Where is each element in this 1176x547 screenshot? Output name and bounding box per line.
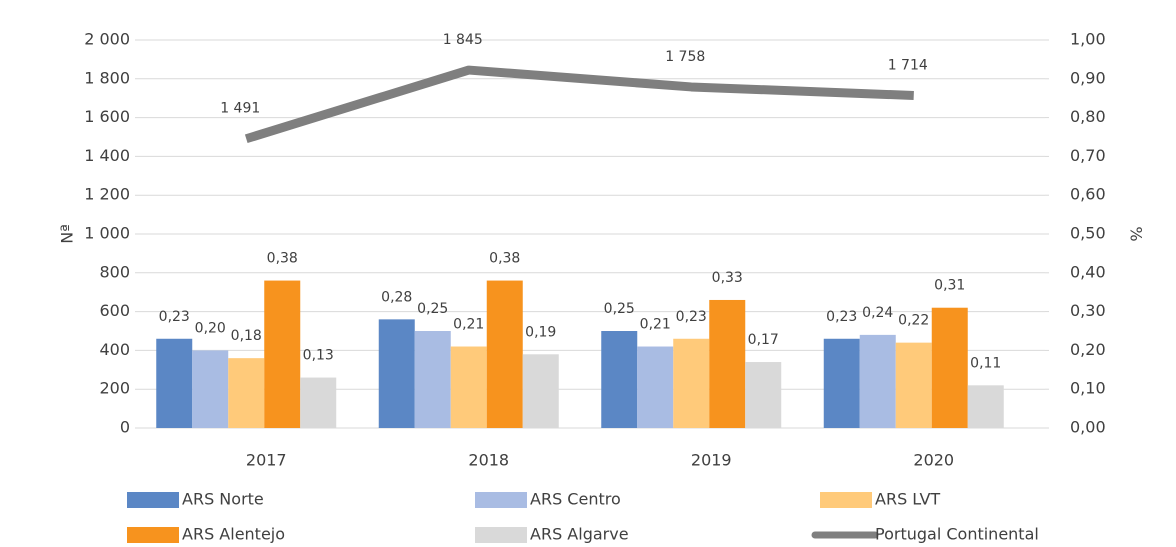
bar — [522, 354, 559, 428]
x-tick-label: 2020 — [913, 451, 954, 470]
legend-label: ARS Algarve — [530, 525, 629, 544]
y-tick-label: 1 400 — [84, 146, 130, 165]
legend-label: ARS LVT — [875, 490, 940, 509]
y2-tick-label: 0,60 — [1070, 185, 1106, 204]
y-tick-label: 600 — [99, 301, 130, 320]
bar — [823, 338, 860, 428]
bar-value-label: 0,18 — [231, 328, 262, 344]
bar — [745, 362, 782, 428]
bar-value-label: 0,23 — [159, 309, 190, 325]
line-value-label: 1 491 — [220, 101, 260, 117]
bar-value-label: 0,23 — [826, 309, 857, 325]
x-tick-label: 2017 — [246, 451, 287, 470]
y-tick-label: 1 800 — [84, 68, 130, 87]
y-tick-label: 400 — [99, 340, 130, 359]
y-tick-label: 800 — [99, 262, 130, 281]
bar-value-label: 0,38 — [489, 251, 520, 267]
bar-value-label: 0,25 — [604, 301, 635, 317]
y-tick-label: 200 — [99, 379, 130, 398]
y2-tick-label: 0,90 — [1070, 68, 1106, 87]
bar-value-label: 0,24 — [862, 305, 893, 321]
bar — [637, 346, 674, 428]
bar-value-label: 0,28 — [381, 289, 412, 305]
legend-swatch — [475, 527, 527, 543]
bar-value-label: 0,31 — [934, 278, 965, 294]
line-value-label: 1 714 — [888, 57, 928, 73]
y2-tick-label: 0,50 — [1070, 224, 1106, 243]
legend-swatch — [127, 527, 179, 543]
bar-value-label: 0,25 — [417, 301, 448, 317]
line — [244, 65, 914, 144]
bar — [601, 331, 638, 428]
bar-value-label: 0,19 — [525, 324, 556, 340]
y2-tick-label: 0,30 — [1070, 301, 1106, 320]
bar-value-label: 0,21 — [640, 317, 671, 333]
legend-label: ARS Alentejo — [182, 525, 285, 544]
legend-label: ARS Centro — [530, 490, 621, 509]
y-tick-label: 1 600 — [84, 107, 130, 126]
bar — [228, 358, 265, 428]
bar — [192, 350, 229, 428]
y-tick-label: 0 — [120, 418, 130, 437]
legend-label: ARS Norte — [182, 490, 264, 509]
y2-tick-label: 1,00 — [1070, 30, 1106, 49]
y2-tick-label: 0,40 — [1070, 262, 1106, 281]
bar — [967, 385, 1004, 428]
y-tick-label: 1 000 — [84, 224, 130, 243]
bar — [931, 307, 968, 428]
bar-value-label: 0,11 — [970, 355, 1001, 371]
bar — [300, 377, 337, 428]
line-value-label: 1 758 — [665, 49, 705, 65]
legend-label: Portugal Continental — [875, 525, 1039, 544]
legend-swatch — [820, 492, 872, 508]
y2-tick-label: 0,20 — [1070, 340, 1106, 359]
bar — [709, 299, 746, 428]
bar — [378, 319, 415, 428]
y-tick-label: 2 000 — [84, 30, 130, 49]
bar — [264, 280, 301, 428]
y2-tick-label: 0,80 — [1070, 107, 1106, 126]
y2-tick-label: 0,10 — [1070, 379, 1106, 398]
bar — [859, 334, 896, 428]
bar-value-label: 0,38 — [267, 251, 298, 267]
bar — [673, 338, 710, 428]
legend-swatch — [127, 492, 179, 508]
y2-tick-label: 0,00 — [1070, 418, 1106, 437]
bar-value-label: 0,33 — [712, 270, 743, 286]
bar — [156, 338, 193, 428]
y2-axis-title: % — [1127, 226, 1146, 241]
bar-value-label: 0,17 — [748, 332, 779, 348]
bar-value-label: 0,22 — [898, 313, 929, 329]
bar — [895, 342, 932, 428]
bar-value-label: 0,23 — [676, 309, 707, 325]
y2-tick-label: 0,70 — [1070, 146, 1106, 165]
x-tick-label: 2019 — [691, 451, 732, 470]
y-tick-label: 1 200 — [84, 185, 130, 204]
legend-swatch — [475, 492, 527, 508]
y-axis-title: Nª — [58, 224, 77, 244]
line-value-label: 1 845 — [443, 32, 483, 48]
bar-value-label: 0,21 — [453, 317, 484, 333]
bar — [450, 346, 487, 428]
bar — [414, 331, 451, 428]
bar — [486, 280, 523, 428]
x-tick-label: 2018 — [468, 451, 509, 470]
bar-value-label: 0,20 — [195, 320, 226, 336]
bar-value-label: 0,13 — [303, 348, 334, 364]
